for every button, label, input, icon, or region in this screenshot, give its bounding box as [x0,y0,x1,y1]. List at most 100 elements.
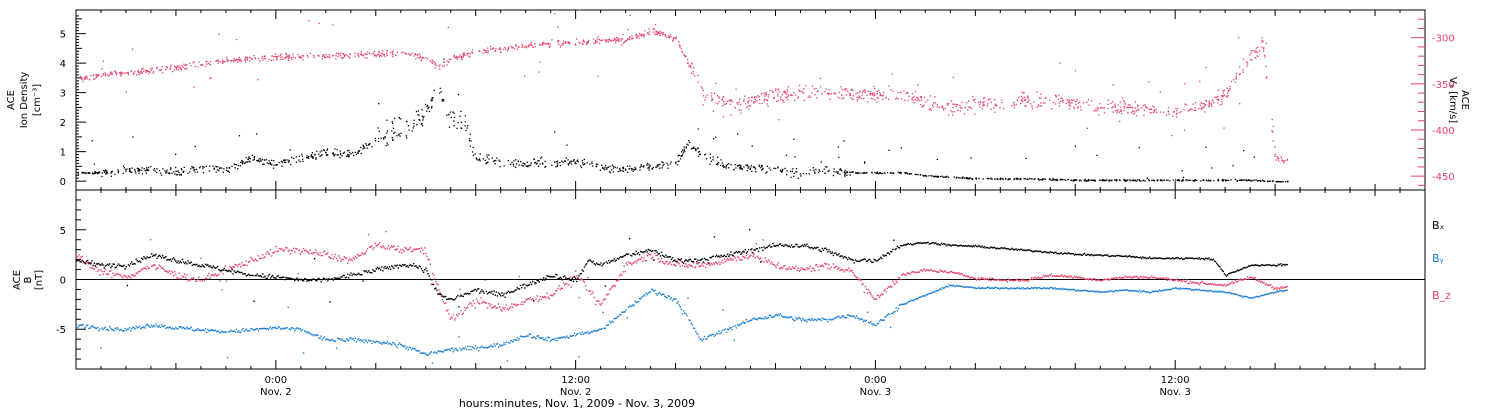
bz-point [569,276,571,278]
bz-point [746,258,749,260]
bz-point [170,270,173,272]
density-point [850,171,852,173]
speed-point [825,88,827,90]
speed-point [85,75,87,77]
speed-point [744,95,746,97]
speed-point [790,94,793,96]
by-point [104,326,107,328]
density-point [362,144,364,146]
by-point [920,296,923,298]
density-point [1008,178,1011,180]
bz-point [126,277,129,279]
bz-point [568,284,570,286]
density-point [174,153,177,155]
density-point [469,137,471,140]
bz-point [255,259,257,261]
speed-point [523,46,525,48]
speed-point [994,111,996,113]
speed-point [690,66,692,69]
density-point [256,159,258,162]
speed-point [974,113,976,115]
bz-point [821,264,824,267]
speed-point [844,88,846,90]
bz-point [785,268,787,270]
bz-point [329,256,331,259]
density-point [1103,179,1105,181]
bz-point [876,294,879,296]
by-point [1113,290,1115,293]
density-point [827,170,829,173]
speed-point [692,70,694,73]
speed-point [125,72,127,74]
bz-point [265,253,267,255]
by-point [208,330,210,332]
speed-point [362,55,365,57]
density-point [102,169,105,172]
by-point [547,336,549,338]
density-point [326,148,329,150]
speed-point [521,46,523,48]
speed-point [700,86,702,88]
speed-point [125,91,128,93]
by-point [400,344,403,346]
by-point [844,317,847,319]
by-point [126,328,129,330]
density-point [635,168,637,170]
by-point [639,298,642,300]
speed-point [1021,91,1023,93]
density-point [662,165,664,167]
density-point [657,165,659,167]
speed-point [734,107,736,109]
speed-point [691,62,693,64]
bz-point [400,252,403,254]
speed-point [144,69,147,71]
density-point [721,162,723,164]
speed-point [371,53,373,55]
by-point [1008,288,1011,290]
by-point [627,306,630,309]
by-point [1187,288,1189,290]
density-point [392,138,394,141]
speed-point [773,96,775,99]
density-point [544,160,546,163]
bz-point [443,302,446,305]
bz-point [465,307,468,309]
by-point [801,317,804,320]
by-point [1016,286,1019,289]
speed-point [652,31,655,33]
density-point [622,168,625,170]
by-point [897,307,900,310]
by-point [320,335,322,337]
by-point [829,319,831,321]
by-point [301,328,304,331]
bz-point [354,255,357,258]
density-point [780,171,783,173]
speed-point [827,93,830,96]
by-point [869,322,871,324]
by-point [1202,289,1205,292]
speed-point [134,70,136,73]
by-point [1184,288,1186,290]
speed-point [233,57,235,60]
density-point [377,140,380,143]
density-point [442,100,445,102]
bz-point [852,271,854,274]
density-point [1239,179,1241,181]
by-point [1095,291,1098,293]
bz-point [571,276,574,279]
speed-point [729,100,731,102]
speed-point [346,54,348,57]
bz-point [439,292,441,294]
density-point [1174,179,1177,181]
by-point [181,327,184,329]
speed-point [594,40,597,42]
bz-point [828,263,830,266]
bz-point [838,267,840,269]
bz-point [518,275,521,278]
speed-point [858,95,860,97]
density-point [1182,179,1184,181]
bz-point [755,243,757,245]
bz-point [724,260,727,263]
speed-point [1116,112,1118,114]
by-point [1182,287,1185,290]
